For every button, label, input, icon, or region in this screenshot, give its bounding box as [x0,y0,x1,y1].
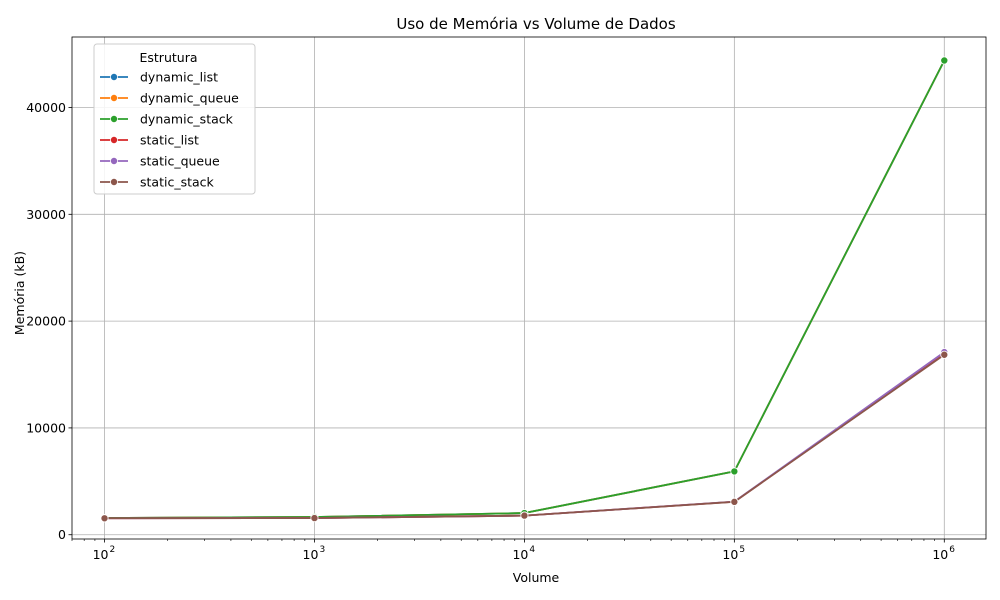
legend-swatch-marker [110,73,119,82]
x-axis-label: Volume [513,570,560,585]
data-point-static_stack [310,514,319,523]
x-tick-exponent: 3 [319,545,325,555]
y-tick-label: 40000 [26,100,66,115]
legend-label: static_list [140,133,199,148]
data-point-static_stack [940,350,949,359]
y-axis-label: Memória (kB) [12,251,27,335]
legend-label: static_queue [140,154,220,169]
legend-label: static_stack [140,175,215,190]
legend-label: dynamic_list [140,70,218,85]
legend-title: Estrutura [140,50,198,65]
legend-item-dynamic_stack: dynamic_stack [100,112,234,127]
y-tick-label: 20000 [26,314,66,329]
x-tick-exponent: 4 [529,545,535,555]
grid-lines [72,37,986,539]
data-point-static_stack [520,511,529,520]
legend-item-dynamic_list: dynamic_list [100,70,218,85]
x-tick-label: 10 [93,547,109,562]
legend-swatch-marker [110,94,119,103]
legend-swatch-marker [110,156,119,165]
legend-item-dynamic_queue: dynamic_queue [100,91,239,106]
x-tick-label: 10 [722,547,738,562]
legend-label: dynamic_stack [140,112,234,127]
legend-label: dynamic_queue [140,91,239,106]
x-tick-label: 10 [932,547,948,562]
x-tick-exponent: 2 [110,545,116,555]
series-layer [100,56,949,523]
x-tick-exponent: 6 [949,545,955,555]
x-tick-label: 10 [303,547,319,562]
legend-box [93,43,256,195]
legend-item-static_list: static_list [100,133,199,148]
legend: Estrutura dynamic_listdynamic_queuedynam… [93,43,256,195]
data-point-static_stack [730,497,739,506]
series-static_stack [100,350,949,523]
legend-items: dynamic_list dynamic_queue dynamic_stackst… [100,70,239,190]
data-point-static_stack [100,514,109,523]
plot-frame [71,36,987,540]
x-tick-exponent: 5 [739,545,745,555]
legend-swatch-marker [110,135,119,144]
y-tick-label: 30000 [26,207,66,222]
legend-swatch-marker [110,177,119,186]
y-tick-label: 10000 [26,420,66,435]
y-axis-ticks: 0 10000 20000 30000 40000 [26,100,72,542]
y-tick-label: 0 [58,527,66,542]
legend-item-static_queue: static_queue [100,154,220,169]
x-axis-ticks: 10 2 10 3 10 4 10 5 10 6 [71,539,955,562]
legend-item-static_stack: static_stack [100,175,215,190]
data-point-dynamic_stack [940,56,949,65]
x-tick-label: 10 [512,547,528,562]
legend-swatch-marker [110,115,119,124]
chart-title: Uso de Memória vs Volume de Dados [396,15,675,33]
data-point-dynamic_stack [730,467,739,476]
